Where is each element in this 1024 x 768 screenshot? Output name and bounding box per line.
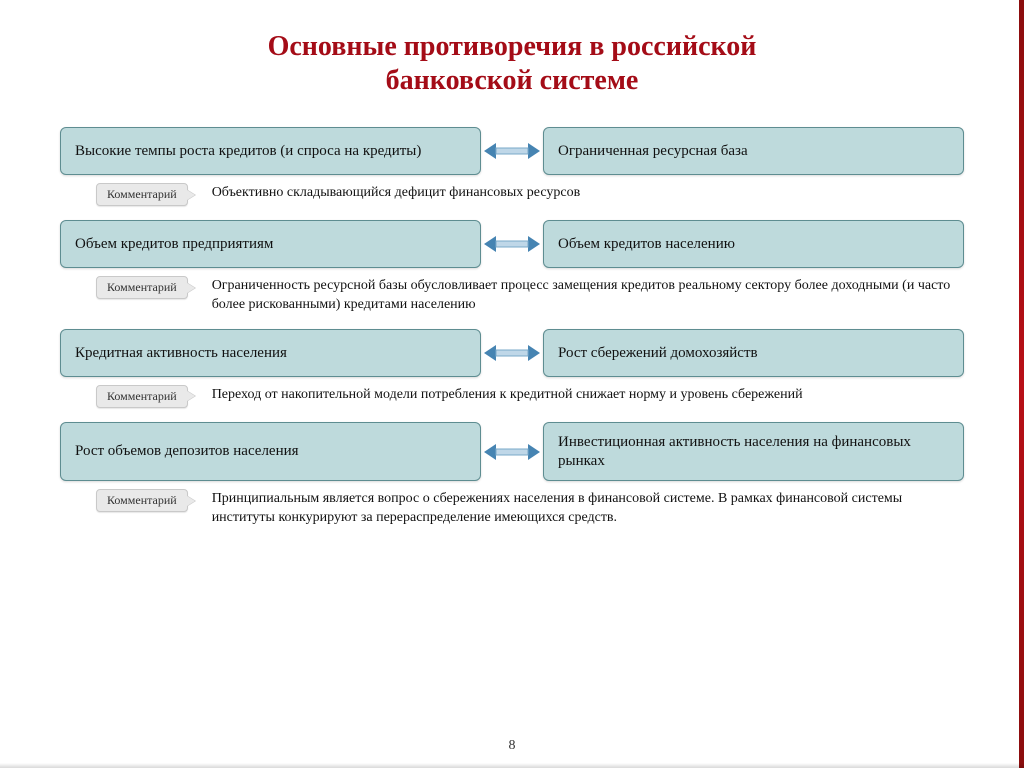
right-box-text: Объем кредитов населению — [558, 235, 735, 254]
right-accent-bar — [1019, 0, 1024, 768]
double-arrow — [481, 127, 543, 175]
comment-row: Комментарий Объективно складывающийся де… — [60, 183, 964, 206]
title-line-1: Основные противоречия в российской — [0, 30, 1024, 64]
comment-chip: Комментарий — [96, 385, 188, 408]
comment-text: Объективно складывающийся дефицит финанс… — [212, 183, 964, 203]
right-box: Инвестиционная активность населения на ф… — [543, 422, 964, 482]
left-box-text: Высокие темпы роста кредитов (и спроса н… — [75, 142, 421, 161]
right-box-text: Ограниченная ресурсная база — [558, 142, 748, 161]
comment-row: Комментарий Переход от накопительной мод… — [60, 385, 964, 408]
comment-text: Принципиальным является вопрос о сбереже… — [212, 489, 964, 528]
comment-chip-label: Комментарий — [107, 493, 177, 507]
comment-chip-label: Комментарий — [107, 389, 177, 403]
page-number: 8 — [0, 738, 1024, 754]
comment-chip-label: Комментарий — [107, 187, 177, 201]
left-box: Кредитная активность населения — [60, 329, 481, 377]
bottom-shadow — [0, 763, 1024, 768]
left-box: Высокие темпы роста кредитов (и спроса н… — [60, 127, 481, 175]
right-box-text: Инвестиционная активность населения на ф… — [558, 433, 949, 471]
comment-chip: Комментарий — [96, 489, 188, 512]
right-box: Рост сбережений домохозяйств — [543, 329, 964, 377]
title-line-2: банковской системе — [0, 64, 1024, 98]
contradiction-pair: Объем кредитов предприятиям Объем кредит… — [60, 220, 964, 268]
right-box: Ограниченная ресурсная база — [543, 127, 964, 175]
right-box-text: Рост сбережений домохозяйств — [558, 344, 758, 363]
left-box-text: Кредитная активность населения — [75, 344, 287, 363]
left-box-text: Объем кредитов предприятиям — [75, 235, 273, 254]
left-box-text: Рост объемов депозитов населения — [75, 442, 299, 461]
comment-chip: Комментарий — [96, 183, 188, 206]
contradiction-pair: Рост объемов депозитов населения Инвести… — [60, 422, 964, 482]
double-arrow — [481, 422, 543, 482]
comment-row: Комментарий Ограниченность ресурсной баз… — [60, 276, 964, 315]
double-arrow — [481, 220, 543, 268]
contradiction-pair: Высокие темпы роста кредитов (и спроса н… — [60, 127, 964, 175]
double-arrow — [481, 329, 543, 377]
left-box: Рост объемов депозитов населения — [60, 422, 481, 482]
comment-text: Ограниченность ресурсной базы обусловлив… — [212, 276, 964, 315]
comment-chip-label: Комментарий — [107, 280, 177, 294]
right-box: Объем кредитов населению — [543, 220, 964, 268]
comment-text: Переход от накопительной модели потребле… — [212, 385, 964, 405]
contradiction-pair: Кредитная активность населения Рост сбер… — [60, 329, 964, 377]
comment-chip: Комментарий — [96, 276, 188, 299]
left-box: Объем кредитов предприятиям — [60, 220, 481, 268]
comment-row: Комментарий Принципиальным является вопр… — [60, 489, 964, 528]
contradiction-group-4: Рост объемов депозитов населения Инвести… — [60, 422, 964, 528]
contradiction-group-1: Высокие темпы роста кредитов (и спроса н… — [60, 127, 964, 206]
contradiction-group-3: Кредитная активность населения Рост сбер… — [60, 329, 964, 408]
contradiction-group-2: Объем кредитов предприятиям Объем кредит… — [60, 220, 964, 315]
slide-title: Основные противоречия в российской банко… — [0, 0, 1024, 107]
content-area: Высокие темпы роста кредитов (и спроса н… — [0, 107, 1024, 528]
